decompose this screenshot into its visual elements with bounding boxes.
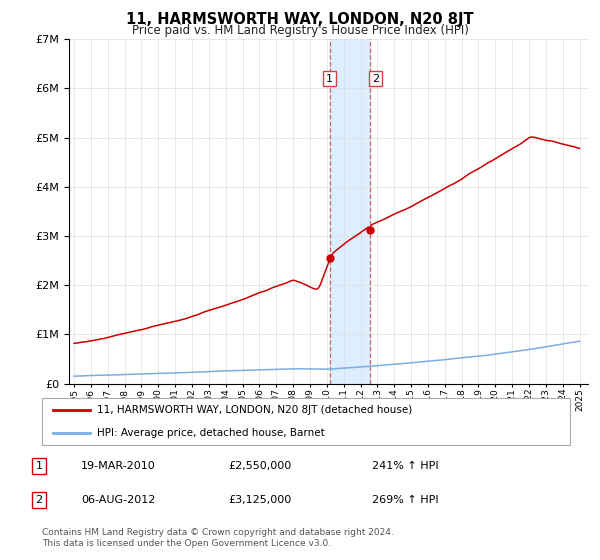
Text: 11, HARMSWORTH WAY, LONDON, N20 8JT (detached house): 11, HARMSWORTH WAY, LONDON, N20 8JT (det… [97,405,413,416]
Text: Contains HM Land Registry data © Crown copyright and database right 2024.
This d: Contains HM Land Registry data © Crown c… [42,528,394,548]
Text: 19-MAR-2010: 19-MAR-2010 [81,461,156,471]
Text: 1: 1 [326,73,333,83]
Text: 06-AUG-2012: 06-AUG-2012 [81,495,155,505]
Text: 11, HARMSWORTH WAY, LONDON, N20 8JT: 11, HARMSWORTH WAY, LONDON, N20 8JT [126,12,474,27]
FancyBboxPatch shape [42,398,570,445]
Text: 2: 2 [35,495,43,505]
Text: HPI: Average price, detached house, Barnet: HPI: Average price, detached house, Barn… [97,428,325,438]
Text: 269% ↑ HPI: 269% ↑ HPI [372,495,439,505]
Text: 2: 2 [372,73,379,83]
Text: £2,550,000: £2,550,000 [228,461,291,471]
Text: Price paid vs. HM Land Registry's House Price Index (HPI): Price paid vs. HM Land Registry's House … [131,24,469,37]
Text: £3,125,000: £3,125,000 [228,495,291,505]
Bar [331,39,370,384]
Text: 241% ↑ HPI: 241% ↑ HPI [372,461,439,471]
Text: 1: 1 [35,461,43,471]
